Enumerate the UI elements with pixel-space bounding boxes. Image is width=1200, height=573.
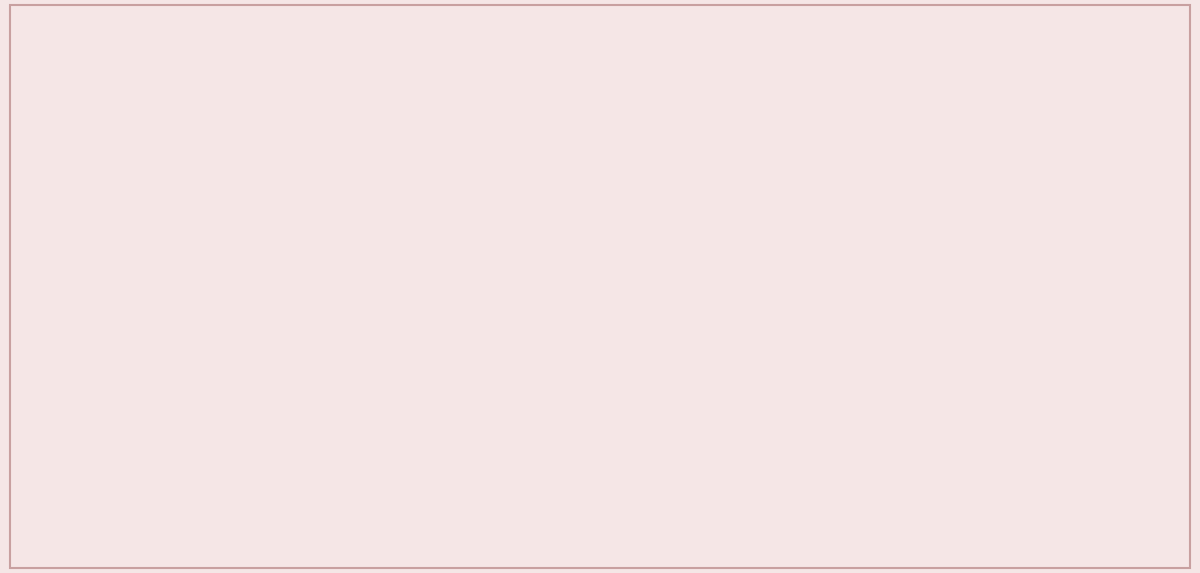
- Text: SD/SD recipients: SD/SD recipients: [54, 369, 154, 382]
- Text: 70: 70: [354, 502, 368, 515]
- Text: 90·0% (67·3 to 97·0): 90·0% (67·3 to 97·0): [810, 328, 931, 341]
- Text: <6 weeks’ interval between vaccine doses: <6 weeks’ interval between vaccine doses: [54, 461, 307, 474]
- Text: p value for
interaction: p value for interaction: [1050, 89, 1115, 117]
- Text: ..: ..: [1050, 369, 1057, 382]
- Text: 28: 28: [354, 461, 368, 474]
- Text: LD/SD recipients: LD/SD recipients: [54, 188, 152, 201]
- Text: 59·3% (25·1 to 77·9): 59·3% (25·1 to 77·9): [810, 229, 932, 242]
- Text: ..: ..: [810, 270, 817, 284]
- Text: Total number
of cases: Total number of cases: [354, 89, 432, 117]
- Text: ..: ..: [354, 138, 361, 151]
- Text: 52/2757 (1·9%): 52/2757 (1·9%): [642, 502, 733, 515]
- Text: ..: ..: [810, 410, 817, 423]
- Text: Vaccine efficacy (95% CI): Vaccine efficacy (95% CI): [810, 89, 959, 102]
- Text: ..: ..: [498, 138, 505, 151]
- Text: COV002 (UK), age 18–55 years with >8 weeks'
interval between vaccine doses*: COV002 (UK), age 18–55 years with >8 wee…: [18, 270, 294, 299]
- Text: 9/1702 (0·5%): 9/1702 (0·5%): [498, 461, 582, 474]
- Text: Cohorts are all subsets of the primary efficacy population. SARS-CoV-2=severe ac: Cohorts are all subsets of the primary e…: [24, 427, 997, 478]
- Text: 3/1357 (0·2%): 3/1357 (0·2%): [498, 328, 582, 341]
- Text: ..: ..: [1050, 502, 1057, 515]
- Text: 34: 34: [354, 369, 368, 382]
- Text: ..: ..: [498, 270, 505, 284]
- Text: 53·4% (−2·5 to 78·8): 53·4% (−2·5 to 78·8): [810, 461, 934, 474]
- Text: 30/1374 (2·2%): 30/1374 (2·2%): [642, 188, 733, 201]
- Text: Table 3: Subgroup comparisons of efficacy against SARS-CoV-2 more than 14 days a: Table 3: Subgroup comparisons of efficac…: [24, 524, 996, 554]
- Text: 0·019: 0·019: [1050, 138, 1084, 151]
- Text: 19/1698 (1·1%): 19/1698 (1·1%): [642, 461, 733, 474]
- Text: ..: ..: [354, 410, 361, 423]
- Text: 33: 33: [354, 188, 368, 201]
- Text: SD/SD recipients: SD/SD recipients: [54, 229, 154, 242]
- Text: 0·557: 0·557: [1050, 410, 1084, 423]
- Text: ..: ..: [354, 270, 361, 284]
- Text: ..: ..: [642, 270, 649, 284]
- Text: 14/1879 (0·7%): 14/1879 (0·7%): [498, 229, 589, 242]
- Text: ..: ..: [642, 138, 649, 151]
- Text: ..: ..: [498, 410, 505, 423]
- Text: ≥6 weeks’ interval between vaccine doses: ≥6 weeks’ interval between vaccine doses: [54, 502, 307, 515]
- Text: 18/2738 (0·7%): 18/2738 (0·7%): [498, 502, 589, 515]
- Text: ..: ..: [642, 410, 649, 423]
- Text: ..: ..: [1050, 229, 1057, 242]
- Text: ..: ..: [1050, 461, 1057, 474]
- Text: ..: ..: [1050, 188, 1057, 201]
- Text: 49: 49: [354, 229, 370, 242]
- Text: 8/1407 (0·6%): 8/1407 (0·6%): [498, 369, 582, 382]
- Text: ..: ..: [810, 138, 817, 151]
- Text: ChAdOx1 nCoV-19: ChAdOx1 nCoV-19: [498, 89, 606, 102]
- Text: 30/1362 (2·2%): 30/1362 (2·2%): [642, 328, 733, 341]
- Text: 33: 33: [354, 328, 368, 341]
- Text: 65·6% (24·5 to 84·4): 65·6% (24·5 to 84·4): [810, 369, 932, 382]
- Text: 90·0% (67·3 to 97·0): 90·0% (67·3 to 97·0): [810, 188, 931, 201]
- Text: 26/1512 (1·7%): 26/1512 (1·7%): [642, 369, 733, 382]
- Text: ..: ..: [1050, 328, 1057, 341]
- Text: All SD/SD (UK and Brazil)†: All SD/SD (UK and Brazil)†: [18, 410, 172, 423]
- Text: 3/1367 (0·2%): 3/1367 (0·2%): [498, 188, 582, 201]
- Text: 0·082: 0·082: [1050, 270, 1084, 284]
- Text: 35/1922 (1·8%): 35/1922 (1·8%): [642, 229, 733, 242]
- Text: Control: Control: [642, 89, 685, 102]
- Text: LD/SD recipients: LD/SD recipients: [54, 328, 152, 341]
- Text: COV002 (UK), age 18–55 years*: COV002 (UK), age 18–55 years*: [18, 138, 205, 151]
- Text: 65·4% (41·1 to 79·6): 65·4% (41·1 to 79·6): [810, 502, 932, 515]
